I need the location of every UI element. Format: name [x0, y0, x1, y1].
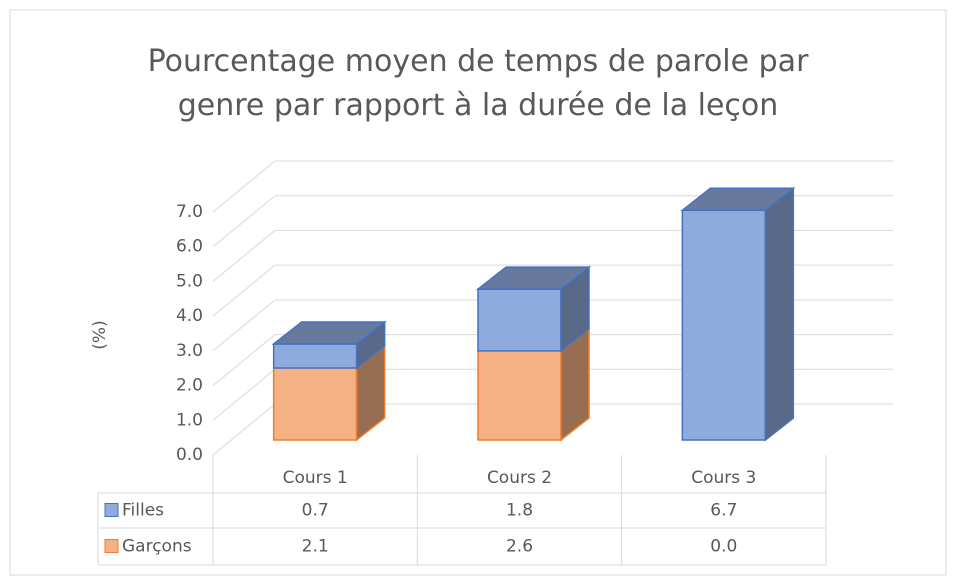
y-tick-label: 7.0: [176, 202, 203, 222]
table-value: 0.7: [302, 501, 329, 521]
bar-front: [681, 209, 767, 441]
y-tick-label: 4.0: [176, 306, 203, 326]
legend-label: Filles: [122, 501, 164, 521]
bar-top: [680, 187, 796, 212]
table-value: 2.1: [302, 537, 329, 557]
legend-key: [104, 503, 119, 517]
grid-line: [212, 195, 276, 248]
bar-top: [271, 321, 387, 345]
bar-front: [272, 367, 358, 441]
legend-key: [104, 539, 119, 553]
chart-title: Pourcentage moyen de temps de parole par…: [147, 44, 809, 123]
y-tick-label: 1.0: [176, 410, 203, 430]
y-tick-label: 2.0: [176, 376, 203, 396]
grid-line: [212, 403, 276, 456]
bar-front: [477, 288, 562, 352]
grid-line: [212, 160, 276, 213]
grid-line: [212, 230, 276, 282]
grid-line: [212, 299, 276, 352]
y-tick-label: 3.0: [176, 341, 203, 361]
y-tick-label: 5.0: [176, 271, 203, 291]
chart-border: [9, 9, 947, 576]
table-value: 0.0: [710, 537, 737, 557]
table-value: 2.6: [506, 537, 533, 557]
bar-front: [477, 350, 562, 441]
table-value: 1.8: [506, 501, 533, 521]
x-tick-label: Cours 3: [691, 468, 756, 488]
bar-side: [764, 186, 795, 442]
y-tick-label: 0.0: [176, 445, 203, 465]
y-axis-label: (%): [90, 320, 110, 349]
y-tick-label: 6.0: [176, 237, 203, 257]
bar-front: [272, 343, 358, 369]
table-value: 6.7: [710, 501, 737, 521]
grid-line: [212, 334, 276, 386]
grid-line: [212, 264, 276, 317]
legend-label: Garçons: [122, 537, 192, 557]
bar-top: [475, 266, 592, 290]
grid-line: [212, 368, 276, 421]
x-tick-label: Cours 1: [283, 468, 348, 488]
x-tick-label: Cours 2: [487, 468, 552, 488]
